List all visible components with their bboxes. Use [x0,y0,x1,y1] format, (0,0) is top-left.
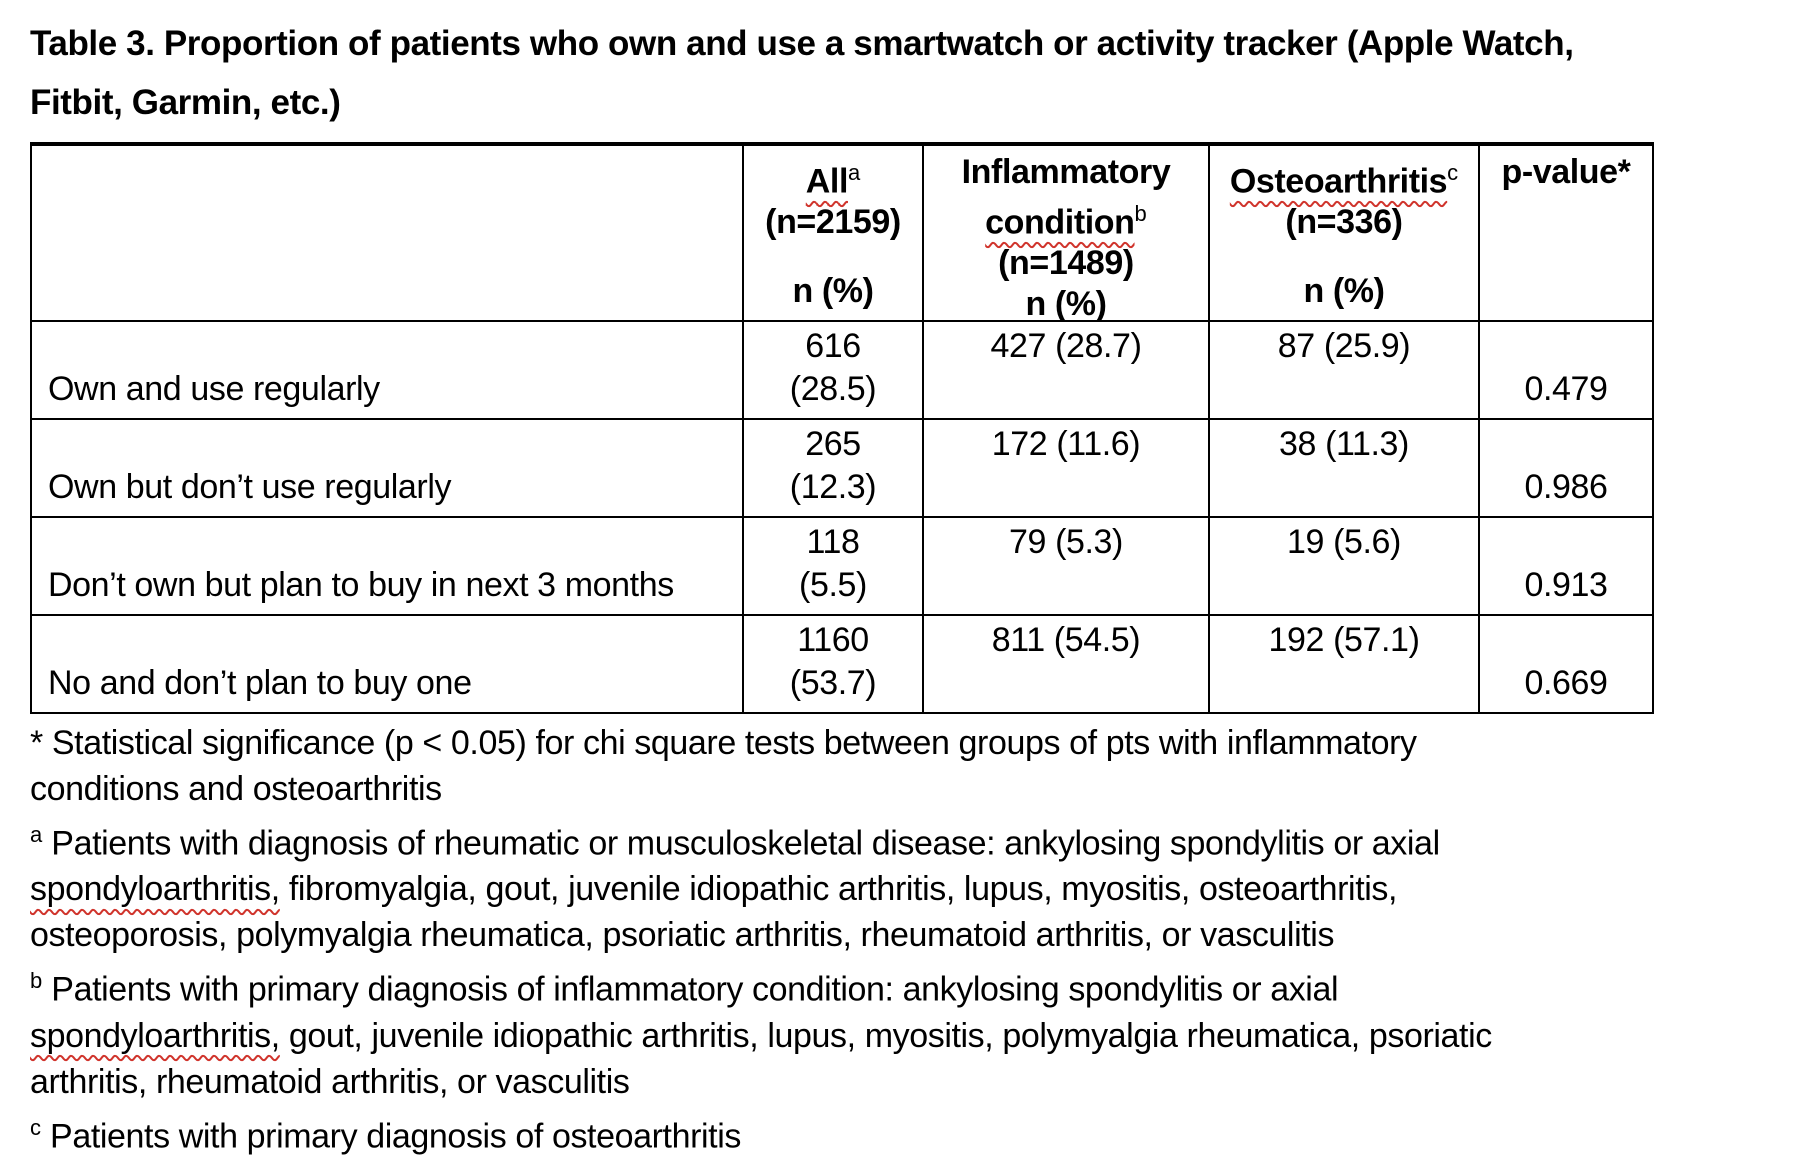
p-value: 0.479 [1478,320,1654,420]
header-all-n: (n=2159) [765,203,901,242]
footnote-b-line-3: arthritis, rheumatoid arthritis, or vasc… [30,1062,630,1101]
header-inflammatory-n: (n=1489) [998,244,1134,283]
table-title-line-2: Fitbit, Garmin, etc.) [30,83,341,122]
all-value: 265 (12.3) [742,418,924,518]
header-empty-cell [30,143,744,322]
all-value: 616 (28.5) [742,320,924,420]
p-value: 0.913 [1478,516,1654,616]
inflammatory-value: 811 (54.5) [922,614,1210,714]
header-pvalue: p-value* [1478,143,1654,322]
footnote-b-line-1: b Patients with primary diagnosis of inf… [30,968,1339,1009]
footnote-a-line-3: osteoporosis, polymyalgia rheumatica, ps… [30,916,1335,955]
footnote-significance-line-2: conditions and osteoarthritis [30,770,442,808]
footnotes: * Statistical significance (p < 0.05) fo… [30,720,1799,1159]
header-all: Alla (n=2159) n (%) [742,143,924,322]
inflammatory-value: 427 (28.7) [922,320,1210,420]
header-all-stat-label: n (%) [792,272,874,310]
inflammatory-value: 79 (5.3) [922,516,1210,616]
table-row-own-not-use-regularly: Own but don’t use regularly 265 (12.3) 1… [30,418,1654,518]
table-title-line-1: Table 3. Proportion of patients who own … [30,24,1574,63]
row-label: Own but don’t use regularly [30,418,744,518]
table-row-own-use-regularly: Own and use regularly 616 (28.5) 427 (28… [30,320,1654,420]
header-pvalue-label: p-value* [1501,153,1631,191]
footnote-a-line-1: a Patients with diagnosis of rheumatic o… [30,822,1440,863]
header-inflammatory-word2: conditionb [985,201,1147,242]
header-inflammatory-stat-label: n (%) [1025,285,1107,321]
header-osteoarthritis: Osteoarthritisc (n=336) n (%) [1208,143,1480,322]
row-label: No and don’t plan to buy one [30,614,744,714]
header-inflammatory: Inflammatory conditionb (n=1489) n (%) [922,143,1210,322]
row-label: Don’t own but plan to buy in next 3 mont… [30,516,744,616]
table-row-no-plan-to-buy: No and don’t plan to buy one 1160 (53.7)… [30,614,1654,714]
osteoarthritis-value: 87 (25.9) [1208,320,1480,420]
inflammatory-value: 172 (11.6) [922,418,1210,518]
header-all-title: Alla [805,160,861,201]
osteoarthritis-value: 192 (57.1) [1208,614,1480,714]
p-value: 0.669 [1478,614,1654,714]
table-row-plan-to-buy: Don’t own but plan to buy in next 3 mont… [30,516,1654,616]
header-row: Alla (n=2159) n (%) Inflammatory conditi… [30,143,1654,322]
footnote-b-line-2: spondyloarthritis, gout, juvenile idiopa… [30,1016,1492,1055]
header-osteoarthritis-title: Osteoarthritisc [1229,160,1459,201]
results-table: Alla (n=2159) n (%) Inflammatory conditi… [30,142,1654,714]
osteoarthritis-value: 19 (5.6) [1208,516,1480,616]
all-value: 1160 (53.7) [742,614,924,714]
header-inflammatory-word1: Inflammatory [961,153,1171,191]
all-value: 118 (5.5) [742,516,924,616]
footnote-a-line-2: spondyloarthritis, fibromyalgia, gout, j… [30,870,1398,909]
table-title: Table 3. Proportion of patients who own … [30,14,1799,132]
footnote-significance-line-1: * Statistical significance (p < 0.05) fo… [30,724,1417,762]
header-osteoarthritis-n: (n=336) [1285,203,1403,242]
footnote-c-line-1: c Patients with primary diagnosis of ost… [30,1114,741,1155]
row-label: Own and use regularly [30,320,744,420]
osteoarthritis-value: 38 (11.3) [1208,418,1480,518]
p-value: 0.986 [1478,418,1654,518]
header-osteoarthritis-stat-label: n (%) [1303,272,1385,310]
